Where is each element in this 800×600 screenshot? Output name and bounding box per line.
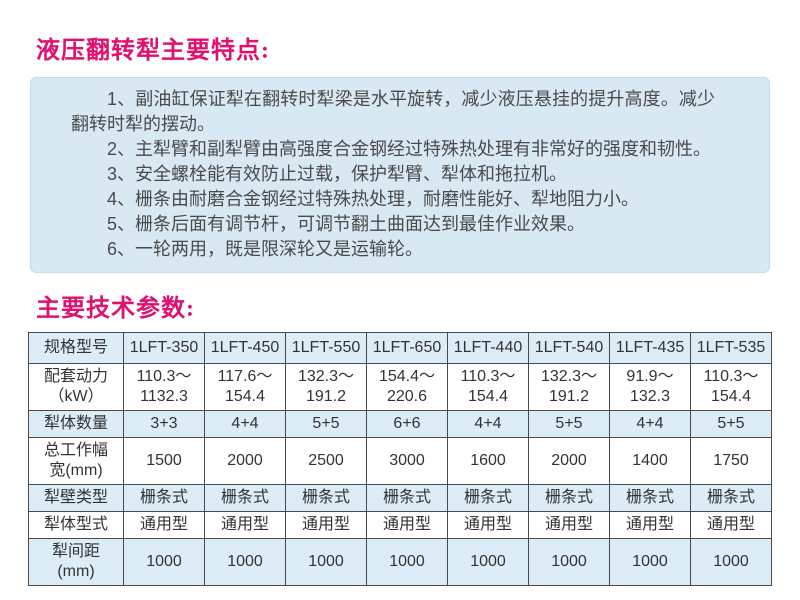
row-label: 犁体数量 bbox=[28, 410, 124, 438]
spec-cell: 栅条式 bbox=[123, 484, 205, 512]
spec-cell: 通用型 bbox=[528, 511, 610, 539]
spec-cell: 1400 bbox=[609, 437, 691, 485]
spec-cell: 2000 bbox=[204, 437, 286, 485]
spec-cell: 栅条式 bbox=[528, 484, 610, 512]
feature-item-6: 6、一轮两用，既是限深轮又是运输轮。 bbox=[107, 239, 424, 259]
table-row-moldboard-type: 犁壁类型 栅条式 栅条式 栅条式 栅条式 栅条式 栅条式 栅条式 栅条式 bbox=[28, 484, 772, 512]
table-row-body-style: 犁体型式 通用型 通用型 通用型 通用型 通用型 通用型 通用型 通用型 bbox=[28, 511, 772, 539]
feature-item-3: 3、安全螺栓能有效防止过载，保护犁臂、犁体和拖拉机。 bbox=[107, 164, 568, 184]
table-row-power: 配套动力 （kW） 110.3～ 1132.3 117.6～ 154.4 132… bbox=[28, 363, 772, 411]
spec-cell: 1500 bbox=[123, 437, 205, 485]
model-header: 1LFT-550 bbox=[285, 332, 367, 364]
spec-cell: 通用型 bbox=[285, 511, 367, 539]
model-header: 1LFT-535 bbox=[690, 332, 772, 364]
feature-item-1: 1、副油缸保证犁在翻转时犁梁是水平旋转，减少液压悬挂的提升高度。减少翻转时犁的摆… bbox=[71, 89, 715, 134]
spec-cell: 1000 bbox=[609, 538, 691, 586]
spec-cell: 110.3～ 154.4 bbox=[690, 363, 772, 411]
spec-cell: 132.3～ 191.2 bbox=[528, 363, 610, 411]
spec-table: 规格型号 1LFT-350 1LFT-450 1LFT-550 1LFT-650… bbox=[28, 332, 772, 586]
spec-cell: 通用型 bbox=[366, 511, 448, 539]
spec-cell: 2000 bbox=[528, 437, 610, 485]
spec-cell: 栅条式 bbox=[204, 484, 286, 512]
spec-cell: 154.4～ 220.6 bbox=[366, 363, 448, 411]
spec-cell: 1000 bbox=[123, 538, 205, 586]
features-panel: 1、副油缸保证犁在翻转时犁梁是水平旋转，减少液压悬挂的提升高度。减少翻转时犁的摆… bbox=[30, 77, 770, 273]
spec-cell: 通用型 bbox=[204, 511, 286, 539]
spec-cell: 1000 bbox=[285, 538, 367, 586]
model-header: 1LFT-435 bbox=[609, 332, 691, 364]
spec-cell: 1750 bbox=[690, 437, 772, 485]
spec-cell: 1000 bbox=[204, 538, 286, 586]
feature-item-2: 2、主犁臂和副犁臂由高强度合金钢经过特殊热处理有非常好的强度和韧性。 bbox=[107, 139, 712, 159]
spec-cell: 2500 bbox=[285, 437, 367, 485]
spec-cell: 栅条式 bbox=[285, 484, 367, 512]
row-label: 犁体型式 bbox=[28, 511, 124, 539]
row-label: 犁壁类型 bbox=[28, 484, 124, 512]
spec-cell: 通用型 bbox=[690, 511, 772, 539]
features-title: 液压翻转犁主要特点: bbox=[36, 38, 270, 64]
corner-label: 规格型号 bbox=[28, 332, 124, 364]
spec-cell: 110.3～ 1132.3 bbox=[123, 363, 205, 411]
model-header: 1LFT-540 bbox=[528, 332, 610, 364]
table-row-body-count: 犁体数量 3+3 4+4 5+5 6+6 4+4 5+5 4+4 5+5 bbox=[28, 410, 772, 438]
spec-cell: 5+5 bbox=[528, 410, 610, 438]
spec-cell: 110.3～ 154.4 bbox=[447, 363, 529, 411]
table-row-body-spacing: 犁间距 (mm) 1000 1000 1000 1000 1000 1000 1… bbox=[28, 538, 772, 586]
spec-cell: 栅条式 bbox=[447, 484, 529, 512]
spec-cell: 1000 bbox=[690, 538, 772, 586]
table-row-working-width: 总工作幅 宽(mm) 1500 2000 2500 3000 1600 2000… bbox=[28, 437, 772, 485]
spec-cell: 132.3～ 191.2 bbox=[285, 363, 367, 411]
spec-cell: 117.6～ 154.4 bbox=[204, 363, 286, 411]
spec-cell: 1600 bbox=[447, 437, 529, 485]
spec-cell: 4+4 bbox=[447, 410, 529, 438]
spec-cell: 3+3 bbox=[123, 410, 205, 438]
spec-cell: 5+5 bbox=[285, 410, 367, 438]
row-label: 总工作幅 宽(mm) bbox=[28, 437, 124, 485]
spec-cell: 6+6 bbox=[366, 410, 448, 438]
spec-cell: 91.9～ 132.3 bbox=[609, 363, 691, 411]
model-header: 1LFT-650 bbox=[366, 332, 448, 364]
spec-cell: 3000 bbox=[366, 437, 448, 485]
spec-cell: 1000 bbox=[447, 538, 529, 586]
table-header-row: 规格型号 1LFT-350 1LFT-450 1LFT-550 1LFT-650… bbox=[28, 332, 772, 364]
spec-cell: 通用型 bbox=[123, 511, 205, 539]
spec-cell: 通用型 bbox=[447, 511, 529, 539]
spec-cell: 1000 bbox=[528, 538, 610, 586]
feature-item-5: 5、栅条后面有调节杆，可调节翻土曲面达到最佳作业效果。 bbox=[107, 214, 586, 234]
spec-cell: 4+4 bbox=[609, 410, 691, 438]
row-label: 配套动力 （kW） bbox=[28, 363, 124, 411]
spec-cell: 通用型 bbox=[609, 511, 691, 539]
spec-cell: 1000 bbox=[366, 538, 448, 586]
row-label: 犁间距 (mm) bbox=[28, 538, 124, 586]
spec-cell: 栅条式 bbox=[366, 484, 448, 512]
spec-cell: 栅条式 bbox=[609, 484, 691, 512]
feature-item-4: 4、栅条由耐磨合金钢经过特殊热处理，耐磨性能好、犁地阻力小。 bbox=[107, 189, 640, 209]
spec-cell: 5+5 bbox=[690, 410, 772, 438]
params-title: 主要技术参数: bbox=[36, 296, 195, 322]
model-header: 1LFT-440 bbox=[447, 332, 529, 364]
spec-cell: 4+4 bbox=[204, 410, 286, 438]
model-header: 1LFT-450 bbox=[204, 332, 286, 364]
spec-cell: 栅条式 bbox=[690, 484, 772, 512]
model-header: 1LFT-350 bbox=[123, 332, 205, 364]
